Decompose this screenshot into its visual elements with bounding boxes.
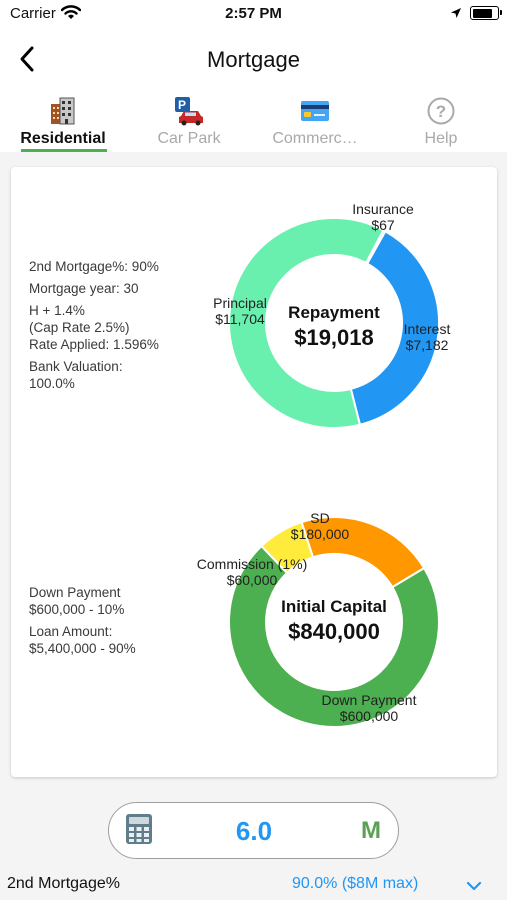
tab-bar: Residential P Car Park Commerc… xyxy=(0,90,507,152)
tab-residential-label: Residential xyxy=(20,130,106,147)
chevron-down-icon[interactable] xyxy=(466,878,482,896)
info-mortgage-year: Mortgage year: 30 xyxy=(29,281,139,296)
back-chevron-icon[interactable] xyxy=(16,44,38,79)
tab-car-park-label: Car Park xyxy=(157,130,221,147)
info-rate-applied: Rate Applied: 1.596% xyxy=(29,337,159,352)
segment-label-commission: Commission (1%) $60,000 xyxy=(196,556,308,588)
info-bank-valuation: Bank Valuation: 100.0% xyxy=(29,359,123,391)
battery-icon xyxy=(470,6,502,20)
credit-card-icon xyxy=(252,96,378,126)
tab-help-label: Help xyxy=(424,130,458,147)
parking-icon: P xyxy=(126,96,252,126)
repayment-donut xyxy=(228,217,440,429)
segment-label-down-payment: Down Payment $600,000 xyxy=(321,692,417,724)
setting-row-second-mortgage[interactable]: 2nd Mortgage% 90.0% ($8M max) xyxy=(0,866,507,900)
setting-value[interactable]: 90.0% ($8M max) xyxy=(292,875,419,892)
repayment-center: Repayment $19,018 xyxy=(288,303,380,351)
segment-label-principal: Principal $11,704 xyxy=(213,295,267,327)
capital-info: Down Payment $600,000 - 10% Loan Amount:… xyxy=(29,584,219,662)
calculator-icon[interactable] xyxy=(125,813,153,850)
donut-charts xyxy=(228,217,440,728)
wifi-icon xyxy=(60,5,82,25)
svg-text:P: P xyxy=(178,98,186,112)
capital-total: $840,000 xyxy=(288,619,380,644)
tab-commercial[interactable]: Commerc… xyxy=(252,90,378,152)
navigation-bar: Mortgage xyxy=(0,30,507,90)
repayment-info: 2nd Mortgage%: 90% Mortgage year: 30 H +… xyxy=(29,258,219,397)
setting-label: 2nd Mortgage% xyxy=(7,875,120,892)
svg-text:?: ? xyxy=(436,102,446,121)
help-icon: ? xyxy=(378,96,504,126)
repayment-slice-interest xyxy=(349,230,440,426)
tab-commercial-label: Commerc… xyxy=(272,130,358,147)
building-icon xyxy=(0,96,126,126)
capital-slice-commission-1 xyxy=(260,520,315,575)
info-down-payment: Down Payment $600,000 - 10% xyxy=(29,585,125,617)
location-arrow-icon xyxy=(450,6,462,24)
carrier-label: Carrier xyxy=(10,5,56,22)
segment-label-insurance: Insurance $67 xyxy=(352,201,414,233)
info-second-mortgage: 2nd Mortgage%: 90% xyxy=(29,259,159,274)
clock: 2:57 PM xyxy=(225,5,282,22)
repayment-slice-principal xyxy=(228,217,385,429)
page-title: Mortgage xyxy=(207,47,300,72)
active-tab-indicator xyxy=(21,149,107,152)
capital-slice-down-payment xyxy=(228,544,440,728)
repayment-total: $19,018 xyxy=(294,325,374,350)
status-bar: Carrier 2:57 PM xyxy=(0,0,507,30)
info-rate-formula: H + 1.4% (Cap Rate 2.5%) xyxy=(29,303,130,335)
segment-label-interest: Interest $7,182 xyxy=(403,321,451,353)
capital-donut xyxy=(228,516,440,728)
capital-title: Initial Capital xyxy=(281,597,387,616)
charts-card: 2nd Mortgage%: 90% Mortgage year: 30 H +… xyxy=(11,167,497,777)
stepper-value[interactable]: 6.0 xyxy=(235,816,273,846)
stepper-unit: M xyxy=(361,817,381,844)
info-loan-amount: Loan Amount: $5,400,000 - 90% xyxy=(29,624,136,656)
tab-residential[interactable]: Residential xyxy=(0,90,126,152)
repayment-title: Repayment xyxy=(288,303,380,322)
tab-help[interactable]: ? Help xyxy=(378,90,504,152)
tab-car-park[interactable]: P Car Park xyxy=(126,90,252,152)
segment-label-sd: SD $180,000 xyxy=(290,510,350,542)
capital-center: Initial Capital $840,000 xyxy=(281,597,387,645)
amount-stepper[interactable]: 6.0 M xyxy=(108,802,399,859)
